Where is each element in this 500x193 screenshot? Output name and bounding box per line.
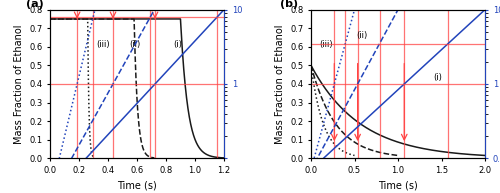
Y-axis label: Mass Fraction of Ethanol: Mass Fraction of Ethanol [14,24,24,144]
Text: (b): (b) [280,0,298,9]
Text: (i): (i) [433,73,442,82]
Y-axis label: Mass Fraction of Ethanol: Mass Fraction of Ethanol [274,24,284,144]
Text: (iii): (iii) [96,40,110,49]
Text: (iii): (iii) [320,40,334,49]
Text: (i): (i) [173,40,182,49]
X-axis label: Time (s): Time (s) [378,180,418,190]
Text: (a): (a) [26,0,44,9]
Text: (ii): (ii) [356,30,368,40]
X-axis label: Time (s): Time (s) [117,180,157,190]
Text: (ii): (ii) [130,40,141,49]
